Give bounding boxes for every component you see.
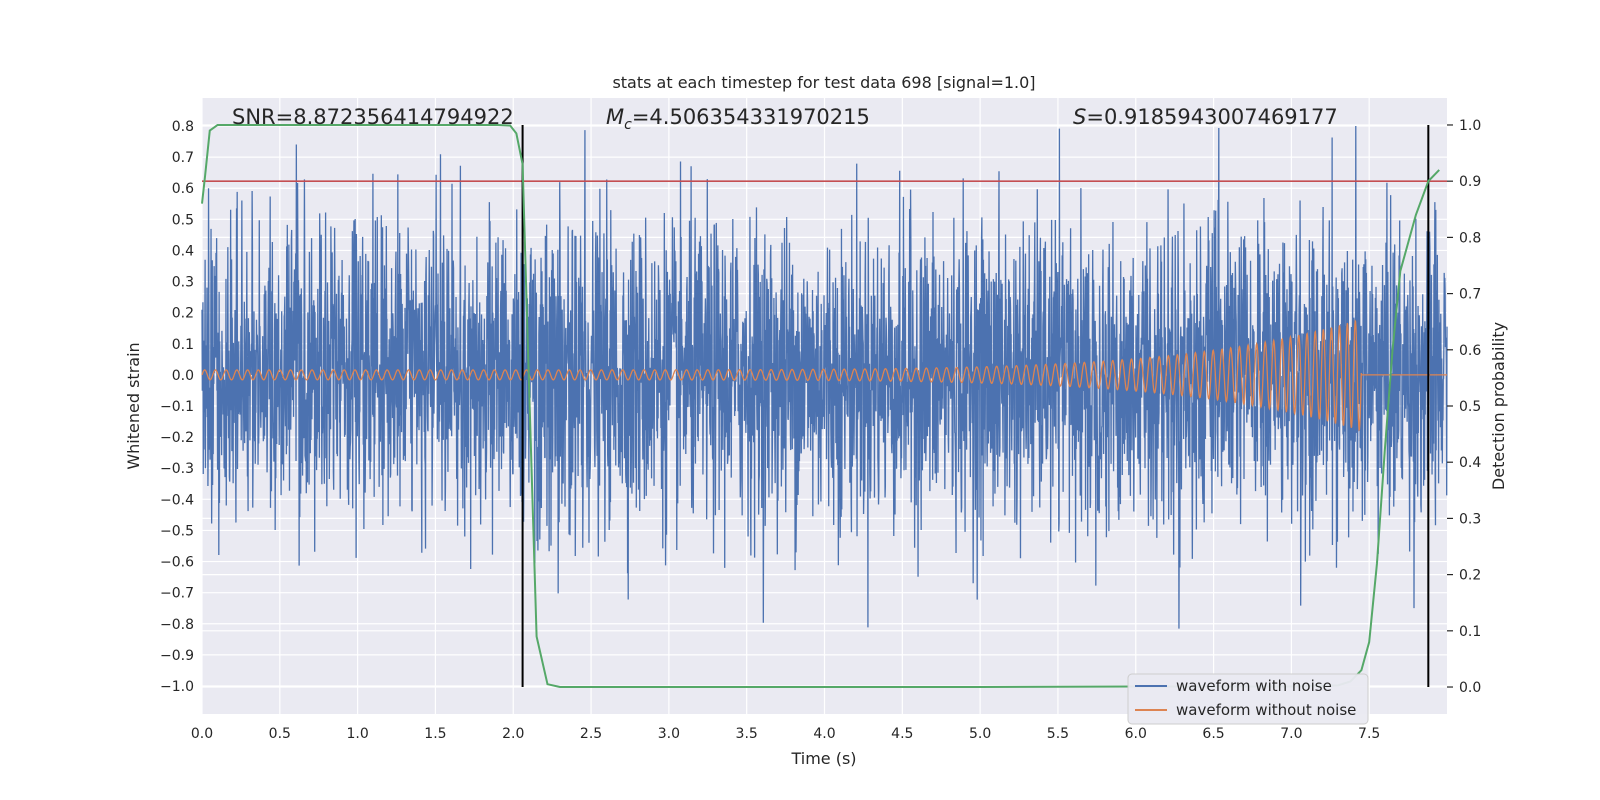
s-annotation: S=0.9185943007469177 (1073, 105, 1338, 129)
y-tick-label: 0.4 (172, 243, 194, 259)
y-tick-label: −0.3 (160, 461, 194, 477)
x-tick-label: 5.5 (1047, 726, 1069, 742)
x-tick-label: 6.5 (1202, 726, 1224, 742)
y2-axis-label: Detection probability (1489, 322, 1508, 490)
y2-tick-label: 1.0 (1459, 118, 1481, 134)
x-tick-label: 4.5 (891, 726, 913, 742)
x-tick-label: 7.5 (1358, 726, 1380, 742)
series-waveform-without-noise (201, 318, 1447, 432)
y2-tick-label: 0.2 (1459, 568, 1481, 584)
y-tick-label: −1.0 (160, 679, 194, 695)
y2-tick-label: 0.3 (1459, 511, 1481, 527)
x-tick-label: 7.0 (1280, 726, 1302, 742)
y-tick-label: 0.8 (172, 119, 194, 135)
y-tick-label: −0.7 (160, 586, 194, 602)
x-tick-label: 0.0 (191, 726, 213, 742)
y-tick-label: −0.8 (160, 617, 194, 633)
x-tick-label: 4.0 (813, 726, 835, 742)
legend-box (1127, 673, 1369, 725)
x-tick-label: 6.0 (1125, 726, 1147, 742)
chirp-mass-subscript: c (624, 117, 632, 133)
y2-tick-label: 0.8 (1459, 230, 1481, 246)
snr-annotation: SNR=8.872356414794922 (232, 105, 514, 129)
series-waveform-with-noise (201, 126, 1448, 629)
s-symbol: S (1073, 105, 1086, 129)
y-tick-label: 0.2 (172, 306, 194, 322)
s-value: =0.9185943007469177 (1086, 105, 1337, 129)
series-detection-probability (201, 123, 1440, 689)
y-tick-label: −0.4 (160, 492, 194, 508)
y-tick-label: 0.7 (172, 150, 194, 166)
y2-tick-label: 0.4 (1459, 455, 1481, 471)
window-markers (521, 124, 1430, 688)
y-tick-label: 0.3 (172, 275, 194, 291)
chirp-mass-symbol: M (606, 105, 624, 129)
x-tick-label: 5.0 (969, 726, 991, 742)
x-tick-label: 2.5 (580, 726, 602, 742)
y2-tick-label: 0.1 (1459, 624, 1481, 640)
y-tick-label: 0.0 (172, 368, 194, 384)
chirp-mass-annotation: Mc=4.506354331970215 (606, 105, 870, 133)
y-tick-label: 0.6 (172, 181, 194, 197)
y2-tick-label: 0.6 (1459, 343, 1481, 359)
y2-tick-label: 0.7 (1459, 287, 1481, 303)
y-tick-label: −0.1 (160, 399, 194, 415)
y2-tick-label: 0.5 (1459, 399, 1481, 415)
x-tick-label: 3.5 (736, 726, 758, 742)
x-tick-label: 3.0 (658, 726, 680, 742)
y-tick-label: −0.9 (160, 648, 194, 664)
legend-label-noise: waveform with noise (1176, 677, 1332, 695)
y2-tick-label: 0.0 (1459, 680, 1481, 696)
chirp-mass-value: =4.506354331970215 (632, 105, 870, 129)
legend-label-clean: waveform without noise (1176, 701, 1356, 719)
series-line-probability (201, 123, 1440, 689)
x-tick-label: 0.5 (269, 726, 291, 742)
y2-tick-label: 0.9 (1459, 174, 1481, 190)
x-axis-label: Time (s) (790, 749, 856, 768)
legend: waveform with noise waveform without noi… (1127, 673, 1369, 725)
y-tick-label: −0.5 (160, 523, 194, 539)
y-tick-label: −0.2 (160, 430, 194, 446)
series-line-noise (201, 126, 1448, 629)
y-tick-label: 0.1 (172, 337, 194, 353)
y-tick-label: 0.5 (172, 212, 194, 228)
x-tick-label: 2.0 (502, 726, 524, 742)
y-tick-label: −0.6 (160, 555, 194, 571)
series-line-clean (201, 318, 1447, 432)
y-axis-label: Whitened strain (124, 342, 143, 469)
axis-ticks: 0.0 0.5 1.0 1.5 2.0 2.5 3.0 3.5 4.0 4.5 5.0 5.5 6.0 6… (160, 118, 1481, 742)
x-tick-label: 1.0 (346, 726, 368, 742)
chart-title: stats at each timestep for test data 698… (612, 73, 1035, 92)
x-tick-label: 1.5 (424, 726, 446, 742)
